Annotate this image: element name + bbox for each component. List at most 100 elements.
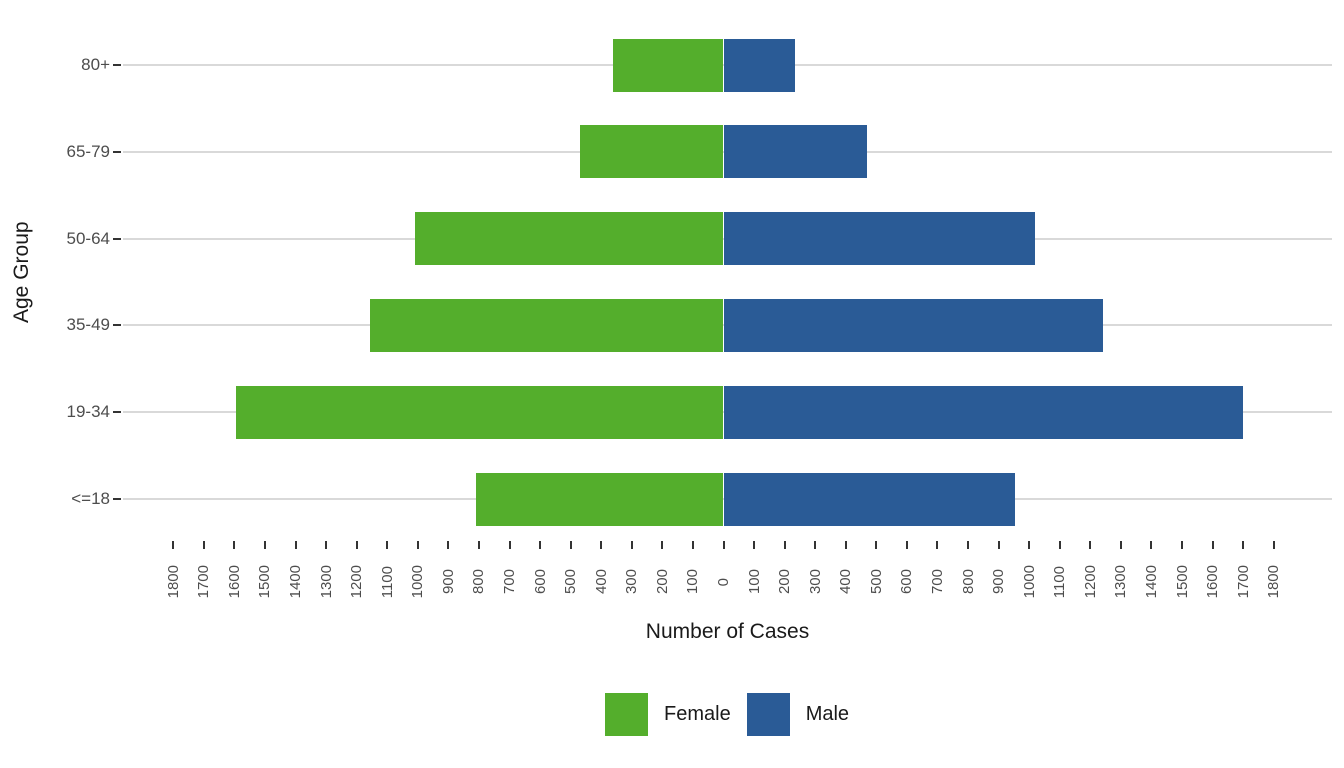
x-tick-label-text: 200 [653, 569, 671, 595]
y-tick-label: 65-79 [66, 141, 110, 161]
x-axis-tick [386, 541, 389, 549]
x-tick-label-text: 1200 [1081, 565, 1099, 599]
bar-female-<=18 [475, 472, 724, 526]
x-tick-label: 900 [437, 553, 459, 611]
x-axis-tick [233, 541, 236, 549]
x-tick-label: 1000 [1018, 553, 1040, 611]
x-axis-tick [1119, 541, 1122, 549]
x-tick-label-text: 1100 [1051, 565, 1069, 599]
x-axis-tick [905, 541, 908, 549]
x-tick-label: 1700 [193, 553, 215, 611]
x-axis-tick [691, 541, 694, 549]
x-axis-tick [477, 541, 480, 549]
x-axis-tick [600, 541, 603, 549]
bar-male-50-64 [723, 212, 1036, 266]
x-tick-label-text: 1600 [225, 565, 243, 599]
bar-female-80+ [613, 38, 724, 92]
x-tick-label: 600 [529, 553, 551, 611]
x-axis-tick [508, 541, 511, 549]
x-axis-tick [263, 541, 266, 549]
x-axis-tick [967, 541, 970, 549]
x-tick-label: 1300 [1110, 553, 1132, 611]
y-axis-title: Age Group [10, 221, 33, 324]
x-tick-label-text: 1100 [378, 565, 396, 599]
x-tick-label: 1600 [1202, 553, 1224, 611]
y-axis-tick [113, 498, 121, 500]
y-tick-label: 80+ [81, 55, 110, 74]
x-tick-label-text: 900 [990, 569, 1008, 595]
x-tick-label-text: 1400 [287, 565, 305, 599]
legend: Female Male [605, 693, 849, 736]
y-axis-tick [113, 324, 121, 327]
bar-male-35-49 [723, 298, 1103, 352]
x-tick-label: 1500 [1171, 553, 1193, 611]
x-axis-tick [1150, 541, 1153, 549]
x-axis-tick [202, 541, 205, 549]
x-axis-tick [172, 541, 175, 549]
x-axis-tick [1028, 541, 1031, 549]
x-axis-tick [783, 541, 786, 549]
x-tick-label-text: 200 [776, 569, 794, 595]
x-tick-label-text: 1700 [195, 565, 213, 599]
bar-male-80+ [723, 38, 796, 92]
x-tick-label: 1100 [1049, 553, 1071, 611]
x-tick-label: 400 [590, 553, 612, 611]
x-tick-label-text: 600 [531, 569, 549, 595]
x-tick-label: 400 [835, 553, 857, 611]
y-axis-tick [113, 64, 121, 66]
y-tick-label: 19-34 [66, 402, 110, 422]
x-tick-label: 100 [682, 553, 704, 611]
x-tick-label: 500 [560, 553, 582, 611]
x-tick-label-text: 400 [592, 569, 610, 595]
x-axis-tick [1272, 541, 1275, 549]
x-tick-label: 0 [713, 553, 735, 611]
x-tick-label: 700 [499, 553, 521, 611]
x-axis-title: Number of Cases [645, 620, 810, 643]
x-tick-label: 1800 [162, 553, 184, 611]
x-tick-label: 1400 [285, 553, 307, 611]
y-tick-label: 35-49 [66, 315, 110, 335]
x-tick-label-text: 100 [745, 569, 763, 595]
x-axis-tick [416, 541, 419, 549]
x-tick-label-text: 0 [715, 577, 732, 587]
x-tick-label-text: 700 [928, 569, 946, 595]
x-axis-tick [1211, 541, 1214, 549]
x-tick-label: 1000 [407, 553, 429, 611]
x-tick-label-text: 800 [959, 569, 977, 595]
x-tick-label-text: 700 [501, 569, 518, 595]
x-tick-label-text: 1500 [1173, 565, 1191, 599]
x-tick-label: 1700 [1232, 553, 1254, 611]
x-axis-tick [661, 541, 664, 549]
y-axis-tick [113, 150, 121, 153]
x-tick-label: 800 [957, 553, 979, 611]
x-axis-tick [722, 541, 725, 549]
x-axis-tick [630, 541, 633, 549]
x-tick-label: 1400 [1140, 553, 1162, 611]
x-tick-label-text: 1700 [1234, 565, 1252, 599]
x-tick-label: 1200 [346, 553, 368, 611]
x-tick-label: 900 [988, 553, 1010, 611]
x-axis-tick [1089, 541, 1092, 549]
x-tick-label: 1100 [376, 553, 398, 611]
x-tick-label: 100 [743, 553, 765, 611]
x-tick-label-text: 1800 [164, 565, 182, 599]
x-tick-label: 1500 [254, 553, 276, 611]
bar-female-19-34 [235, 385, 724, 439]
x-tick-label-text: 1500 [256, 565, 274, 599]
bar-female-65-79 [579, 125, 724, 179]
y-axis-tick [113, 237, 121, 240]
x-tick-label-text: 100 [684, 569, 702, 595]
x-tick-label-text: 300 [806, 569, 824, 595]
x-tick-label: 1800 [1263, 553, 1285, 611]
x-tick-label-text: 1300 [317, 565, 335, 599]
x-tick-label-text: 600 [898, 569, 916, 595]
legend-key-male-swatch [746, 693, 790, 736]
x-tick-label: 800 [468, 553, 490, 611]
x-axis-tick [294, 541, 297, 549]
legend-label-male: Male [805, 703, 850, 725]
x-axis-tick [1242, 541, 1245, 549]
x-tick-label: 300 [621, 553, 643, 611]
x-tick-label-text: 500 [562, 569, 580, 595]
x-axis-tick [447, 541, 450, 549]
x-tick-label: 1300 [315, 553, 337, 611]
